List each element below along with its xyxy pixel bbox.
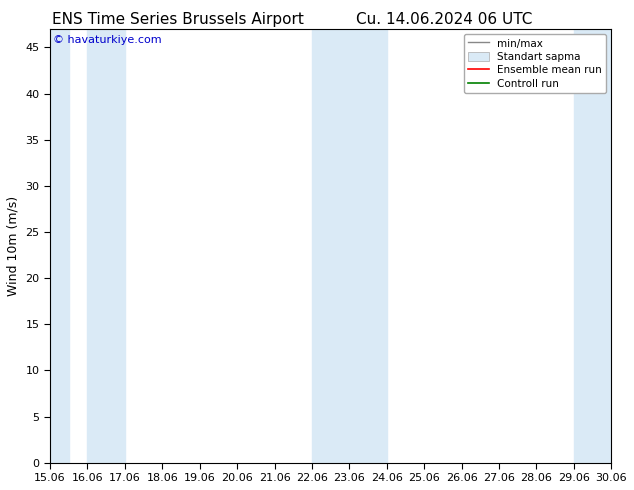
Text: Cu. 14.06.2024 06 UTC: Cu. 14.06.2024 06 UTC bbox=[356, 12, 532, 27]
Bar bbox=[574, 29, 611, 463]
Bar bbox=[312, 29, 387, 463]
Bar bbox=[50, 29, 68, 463]
Legend: min/max, Standart sapma, Ensemble mean run, Controll run: min/max, Standart sapma, Ensemble mean r… bbox=[464, 34, 606, 93]
Text: ENS Time Series Brussels Airport: ENS Time Series Brussels Airport bbox=[51, 12, 304, 27]
Text: © havaturkiye.com: © havaturkiye.com bbox=[53, 35, 162, 46]
Y-axis label: Wind 10m (m/s): Wind 10m (m/s) bbox=[7, 196, 20, 296]
Bar bbox=[87, 29, 125, 463]
